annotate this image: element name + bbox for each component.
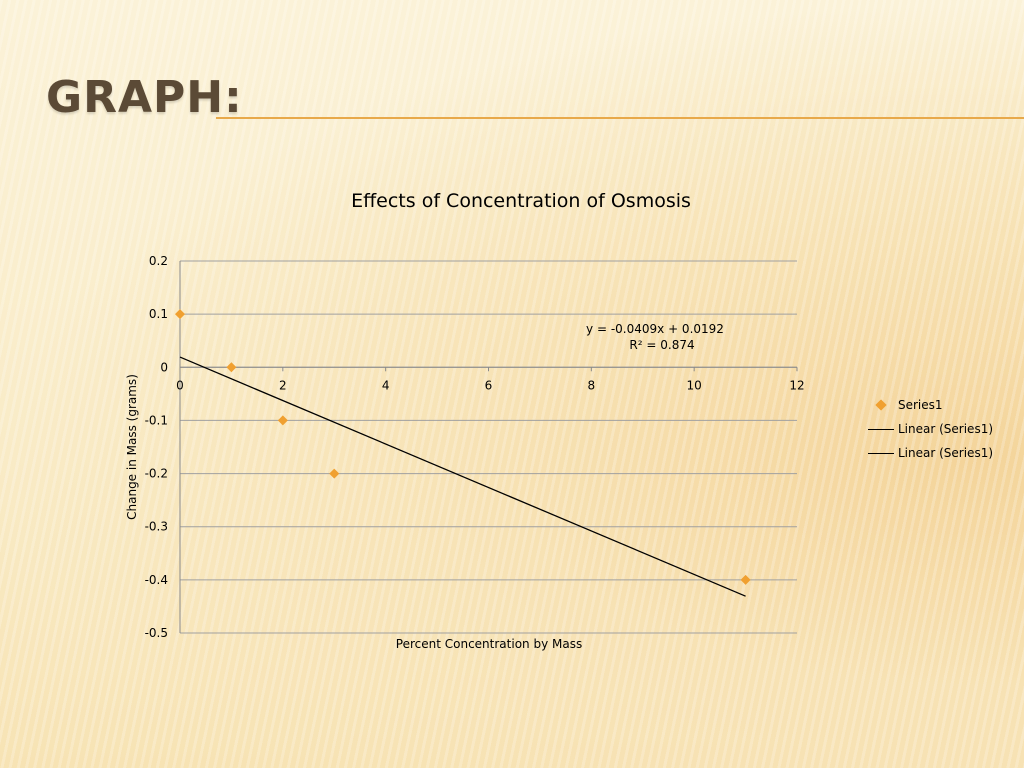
chart-title: Effects of Concentration of Osmosis <box>351 190 691 212</box>
data-point <box>329 468 340 479</box>
trendline <box>179 356 746 597</box>
chart-legend: Series1 Linear (Series1) Linear (Series1… <box>866 393 1006 465</box>
line-marker-icon <box>866 428 896 430</box>
title-rule <box>216 117 1024 119</box>
y-tick-label: -0.1 <box>145 413 168 427</box>
y-tick-labels: 0.2 0.1 0 -0.1 -0.2 -0.3 -0.4 -0.5 <box>145 254 168 640</box>
legend-label: Linear (Series1) <box>898 422 994 436</box>
y-tick-label: 0.2 <box>149 254 168 268</box>
y-tick-label: 0.1 <box>149 307 168 321</box>
trendline-r2: R² = 0.874 <box>629 338 694 352</box>
y-tick-label: -0.4 <box>145 573 168 587</box>
data-point <box>175 309 185 320</box>
gridlines <box>180 260 797 634</box>
data-point <box>226 362 237 373</box>
y-tick-label: -0.3 <box>145 520 168 534</box>
legend-item-linear-2: Linear (Series1) <box>866 441 1006 465</box>
x-axis-label: Percent Concentration by Mass <box>396 637 582 651</box>
x-tick-labels: 0 2 4 6 8 10 12 <box>176 378 804 392</box>
data-point <box>277 415 288 426</box>
trendline-group <box>179 356 746 597</box>
legend-item-series1: Series1 <box>866 393 1006 417</box>
slide-title: GRAPH: <box>46 72 243 123</box>
y-axis-label: Change in Mass (grams) <box>125 374 139 520</box>
x-tick-label: 2 <box>279 378 287 392</box>
data-point <box>740 574 751 585</box>
axes <box>179 261 798 633</box>
trendline-equation: y = -0.0409x + 0.0192 <box>586 322 724 336</box>
legend-label: Series1 <box>898 398 943 412</box>
data-points <box>175 309 751 585</box>
y-tick-label: -0.2 <box>145 467 168 481</box>
x-tick-label: 6 <box>485 378 493 392</box>
legend-label: Linear (Series1) <box>898 446 994 460</box>
x-tick-label: 8 <box>588 378 596 392</box>
x-tick-label: 12 <box>789 378 804 392</box>
x-tick-label: 10 <box>687 378 702 392</box>
legend-item-linear-1: Linear (Series1) <box>866 417 1006 441</box>
x-tick-label: 0 <box>176 378 184 392</box>
x-tick-label: 4 <box>382 378 390 392</box>
y-tick-label: -0.5 <box>145 626 168 640</box>
diamond-marker-icon <box>866 399 896 411</box>
y-tick-label: 0 <box>160 360 168 374</box>
line-marker-icon <box>866 452 896 454</box>
